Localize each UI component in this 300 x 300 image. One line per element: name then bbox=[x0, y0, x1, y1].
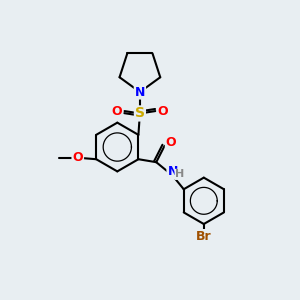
Text: Br: Br bbox=[196, 230, 212, 243]
Text: N: N bbox=[135, 85, 145, 98]
Text: O: O bbox=[73, 151, 83, 164]
Text: H: H bbox=[175, 169, 184, 179]
Text: O: O bbox=[112, 105, 122, 118]
Text: N: N bbox=[167, 166, 178, 178]
Text: O: O bbox=[166, 136, 176, 149]
Text: S: S bbox=[135, 106, 145, 120]
Text: O: O bbox=[158, 105, 168, 118]
